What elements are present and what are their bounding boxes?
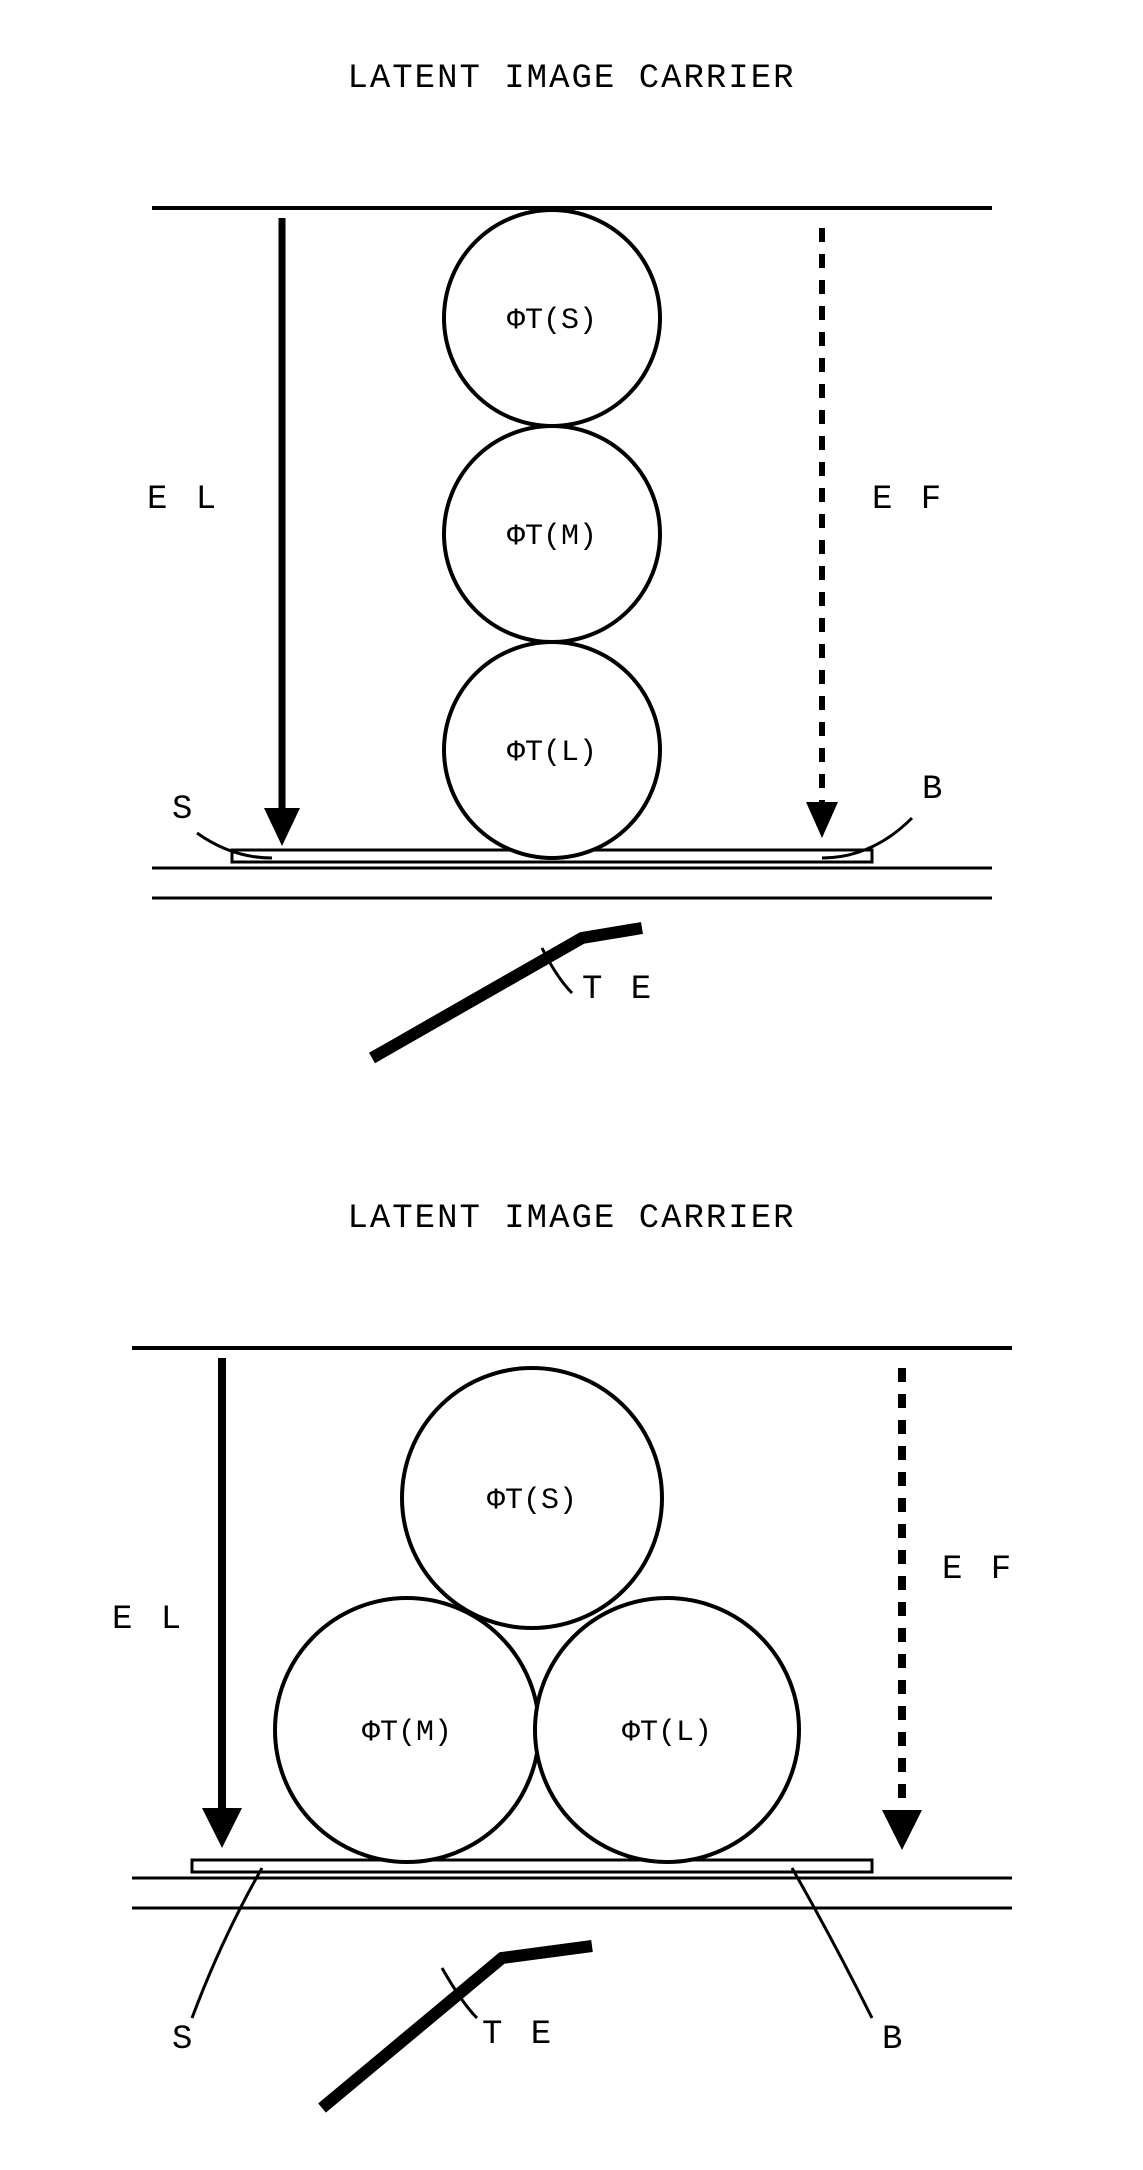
diagram-2: LATENT IMAGE CARRIER ΦT(S) ΦT(M) ΦT(L) E… xyxy=(92,1200,1052,2158)
circle-tm-label: ΦT(M) xyxy=(506,520,596,554)
diagram1-svg: ΦT(S) ΦT(M) ΦT(L) E L E F S B T E xyxy=(112,98,1032,1098)
circle-tl-label: ΦT(L) xyxy=(506,736,596,770)
diagram-1: LATENT IMAGE CARRIER ΦT(S) ΦT(M) ΦT(L) E… xyxy=(112,60,1032,1098)
s-label: S xyxy=(172,791,192,829)
b-label: B xyxy=(882,2021,902,2059)
ef-arrow-head xyxy=(882,1810,922,1850)
leader-b xyxy=(792,1868,872,2018)
sheet-s xyxy=(192,1860,872,1872)
te-label: T E xyxy=(482,2016,555,2054)
el-arrow-head xyxy=(202,1808,242,1848)
te-label: T E xyxy=(582,971,655,1009)
diagram2-title: LATENT IMAGE CARRIER xyxy=(92,1200,1052,1238)
ef-label: E F xyxy=(872,481,945,519)
b-label: B xyxy=(922,771,942,809)
s-label: S xyxy=(172,2021,192,2059)
diagram1-title: LATENT IMAGE CARRIER xyxy=(112,60,1032,98)
el-label: E L xyxy=(112,1601,185,1639)
circle-tl-label: ΦT(L) xyxy=(621,1716,711,1750)
ef-arrow-head xyxy=(806,802,838,838)
circle-ts-label: ΦT(S) xyxy=(486,1484,576,1518)
el-label: E L xyxy=(147,481,220,519)
circle-ts-label: ΦT(S) xyxy=(506,304,596,338)
ef-label: E F xyxy=(942,1551,1015,1589)
circle-tm-label: ΦT(M) xyxy=(361,1716,451,1750)
diagram2-svg: ΦT(S) ΦT(M) ΦT(L) E L E F S B T E xyxy=(92,1238,1052,2158)
el-arrow-head xyxy=(264,808,300,846)
leader-s xyxy=(192,1868,262,2018)
